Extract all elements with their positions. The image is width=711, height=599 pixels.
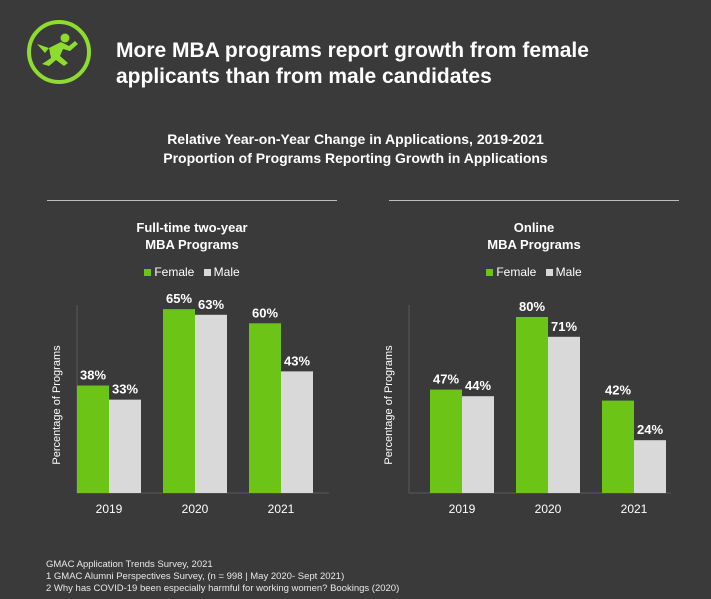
y-axis-label: Percentage of Programs — [383, 345, 395, 465]
headline: More MBA programs report growth from fem… — [116, 38, 676, 90]
chart-panel-online: Online MBA Programs Female Male Percenta… — [383, 195, 679, 525]
chart-panel-full-time: Full-time two-year MBA Programs Female M… — [47, 195, 337, 525]
legend-label-male: Male — [213, 265, 240, 279]
legend: Female Male — [47, 265, 337, 279]
panel-title-line-1: Full-time two-year — [136, 220, 248, 235]
footer-line-1: GMAC Application Trends Survey, 2021 — [46, 559, 213, 570]
y-axis-label: Percentage of Programs — [51, 345, 63, 465]
legend-swatch-female — [486, 269, 494, 276]
panel-title-line-2: MBA Programs — [487, 237, 581, 252]
bar-female-2019 — [430, 389, 462, 493]
bar-female-2021 — [249, 323, 281, 493]
data-label-male-2021: 24% — [637, 422, 663, 437]
legend-item-male: Male — [545, 265, 582, 279]
bar-chart-online: Percentage of Programs 47% 44% 2019 80% 71% 20… — [383, 299, 671, 516]
data-label-female-2020: 65% — [166, 291, 192, 306]
panel-divider — [389, 200, 679, 201]
data-label-female-2021: 60% — [252, 305, 278, 320]
data-label-female-2021: 42% — [605, 383, 631, 398]
legend-item-male: Male — [203, 265, 240, 279]
bar-male-2021 — [281, 371, 313, 493]
legend-item-female: Female — [144, 265, 194, 279]
bar-female-2020 — [516, 317, 548, 493]
data-label-male-2019: 33% — [112, 382, 138, 397]
data-label-female-2020: 80% — [519, 299, 545, 314]
footer-line-2: 1 GMAC Alumni Perspectives Survey, (n = … — [46, 571, 345, 582]
legend-swatch-male — [203, 269, 211, 276]
data-label-male-2019: 44% — [465, 378, 491, 393]
headline-line-1: More MBA programs report growth from fem… — [116, 39, 589, 62]
x-tick-label-2019: 2019 — [449, 502, 476, 516]
panel-title: Online MBA Programs — [389, 219, 679, 253]
data-label-male-2020: 63% — [198, 297, 224, 312]
subtitle-line-1: Relative Year-on-Year Change in Applicat… — [167, 131, 544, 147]
legend-item-female: Female — [486, 265, 536, 279]
x-tick-label-2020: 2020 — [182, 502, 209, 516]
superhero-logo-icon — [25, 18, 93, 86]
data-label-female-2019: 47% — [433, 372, 459, 387]
bar-female-2020 — [163, 309, 195, 493]
bar-male-2019 — [462, 396, 494, 493]
bar-chart-full-time: Percentage of Programs 38% 33% 2019 65% 63% 20… — [51, 291, 329, 516]
panel-title: Full-time two-year MBA Programs — [47, 219, 337, 253]
bar-female-2019 — [77, 385, 109, 493]
legend-label-male: Male — [555, 265, 582, 279]
legend-label-female: Female — [154, 265, 195, 279]
bar-male-2020 — [548, 336, 580, 493]
chart-subtitle: Relative Year-on-Year Change in Applicat… — [0, 130, 711, 168]
x-tick-label-2021: 2021 — [268, 502, 295, 516]
legend-label-female: Female — [496, 265, 537, 279]
x-tick-label-2020: 2020 — [535, 502, 562, 516]
x-tick-label-2019: 2019 — [96, 502, 123, 516]
headline-line-2: applicants than from male candidates — [116, 65, 492, 88]
bar-male-2019 — [109, 399, 141, 493]
legend: Female Male — [389, 265, 679, 279]
panel-title-line-1: Online — [513, 220, 555, 235]
legend-swatch-male — [545, 269, 553, 276]
data-label-male-2021: 43% — [284, 353, 310, 368]
bar-male-2021 — [634, 440, 666, 493]
panel-divider — [47, 200, 337, 201]
bar-male-2020 — [195, 314, 227, 493]
panel-title-line-2: MBA Programs — [145, 237, 239, 252]
data-label-male-2020: 71% — [551, 319, 577, 334]
data-label-female-2019: 38% — [80, 368, 106, 383]
legend-swatch-female — [144, 269, 152, 276]
bar-female-2021 — [602, 400, 634, 493]
subtitle-line-2: Proportion of Programs Reporting Growth … — [163, 150, 548, 166]
x-tick-label-2021: 2021 — [621, 502, 648, 516]
footer-line-3: 2 Why has COVID-19 been especially harmf… — [46, 583, 400, 594]
footer-sources: GMAC Application Trends Survey, 2021 1 G… — [46, 559, 399, 595]
